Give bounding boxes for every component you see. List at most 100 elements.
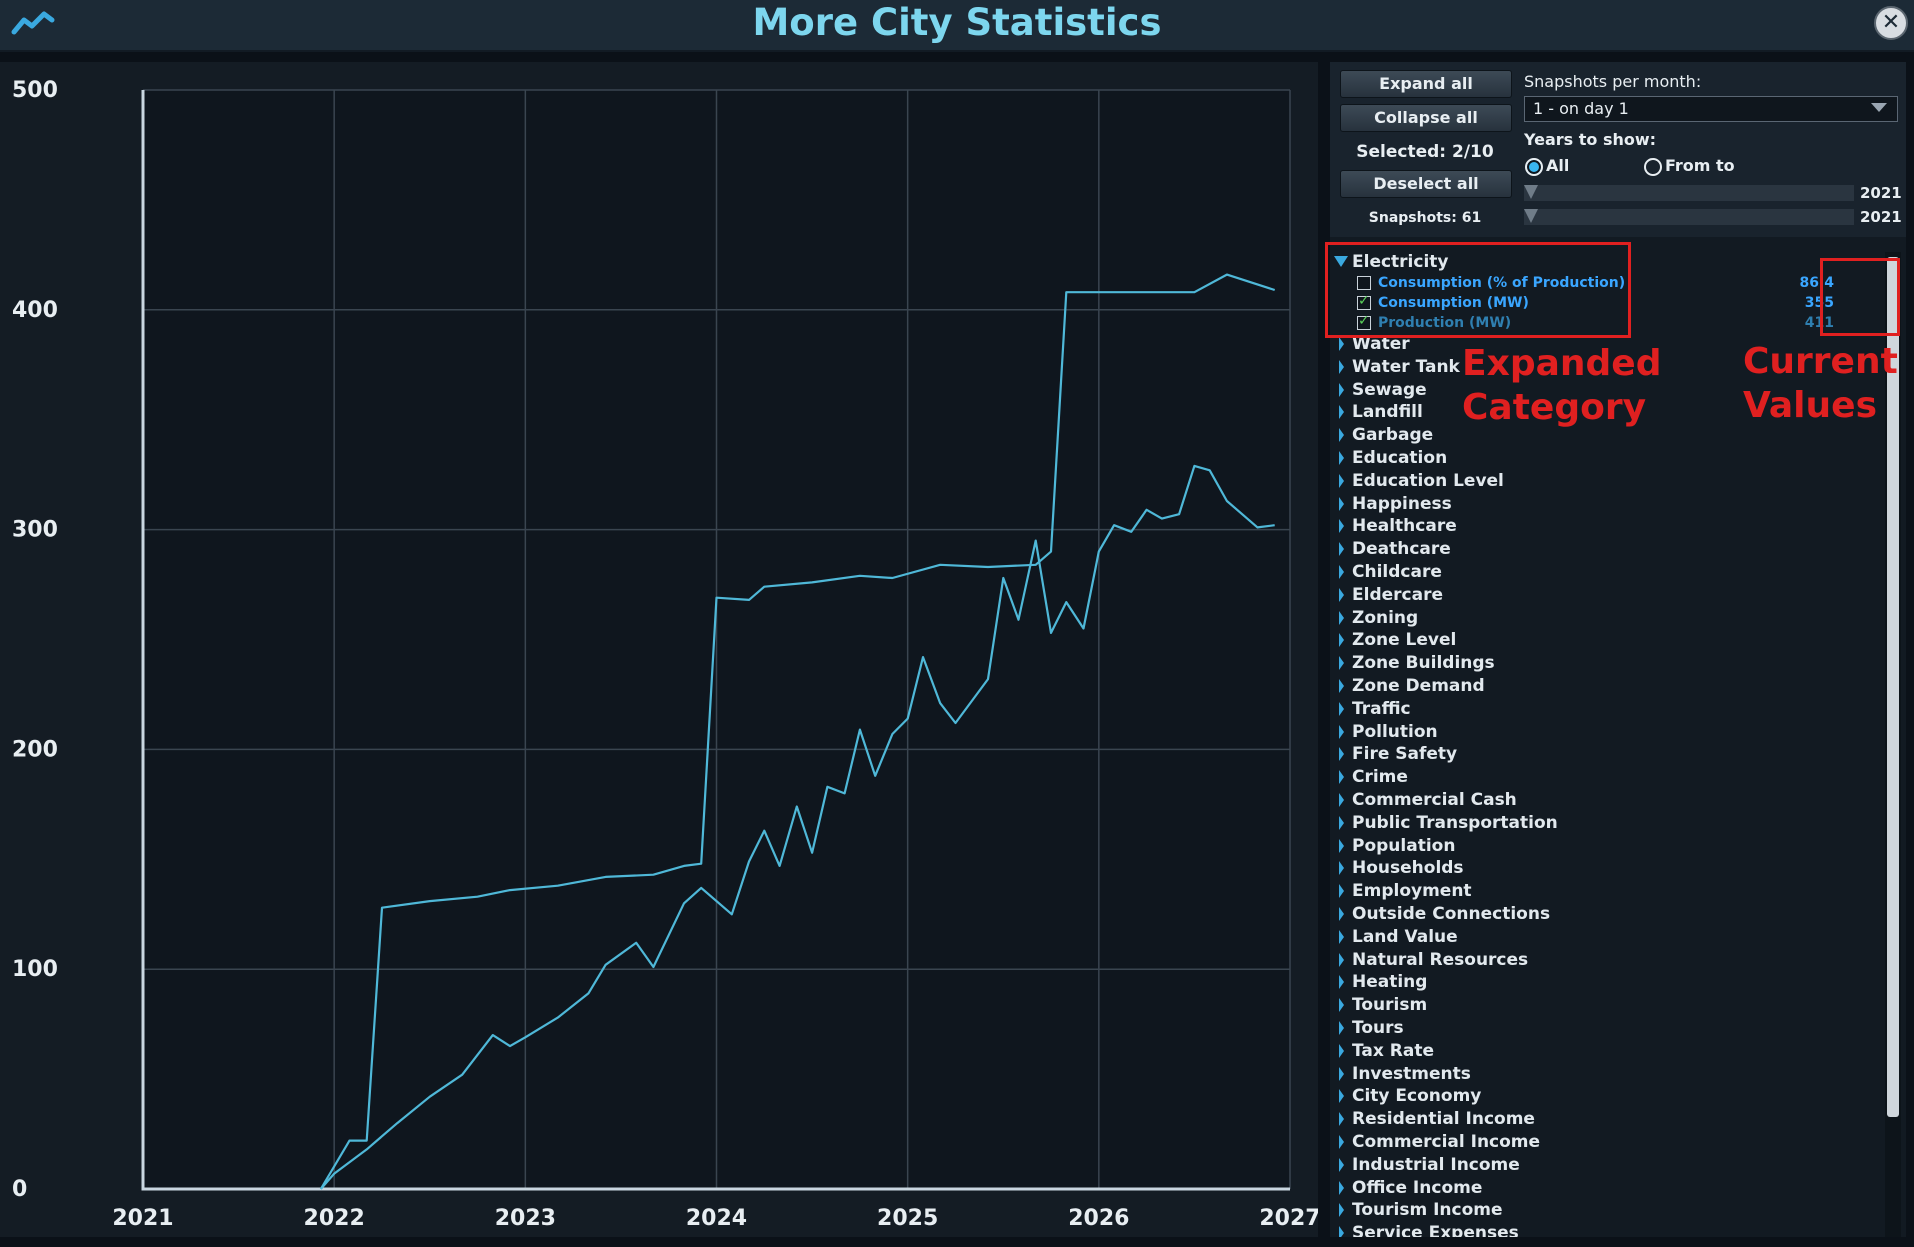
snapshots-per-month-label: Snapshots per month: (1524, 72, 1702, 91)
subitem-label[interactable]: Consumption (% of Production) (1378, 275, 1626, 291)
category-tourism-income[interactable]: Tourism Income (1339, 1200, 1503, 1220)
category-natural-resources[interactable]: Natural Resources (1339, 950, 1528, 970)
selected-count: Selected: 2/10 (1356, 142, 1494, 162)
category-label: Industrial Income (1352, 1155, 1520, 1175)
category-label: Service Expenses (1352, 1223, 1519, 1237)
category-water-tank[interactable]: Water Tank (1339, 357, 1460, 377)
category-water[interactable]: Water (1339, 334, 1410, 354)
category-zone-level[interactable]: Zone Level (1339, 630, 1456, 650)
category-commercial-income[interactable]: Commercial Income (1339, 1132, 1541, 1152)
year-from-slider[interactable] (1524, 185, 1854, 201)
category-industrial-income[interactable]: Industrial Income (1339, 1155, 1520, 1175)
category-tax-rate[interactable]: Tax Rate (1339, 1041, 1434, 1061)
category-zoning[interactable]: Zoning (1339, 608, 1418, 628)
year-from-value: 2021 (1860, 184, 1902, 202)
chevron-right-icon (1339, 1135, 1344, 1149)
category-population[interactable]: Population (1339, 836, 1455, 856)
category-happiness[interactable]: Happiness (1339, 494, 1452, 514)
category-label: Commercial Income (1352, 1132, 1541, 1152)
category-label: Commercial Cash (1352, 790, 1517, 810)
category-employment[interactable]: Employment (1339, 881, 1472, 901)
collapse-all-button[interactable]: Collapse all (1340, 104, 1512, 132)
category-label: Fire Safety (1352, 744, 1458, 764)
category-office-income[interactable]: Office Income (1339, 1178, 1482, 1198)
radio-all[interactable] (1525, 158, 1543, 176)
deselect-all-button[interactable]: Deselect all (1340, 170, 1512, 198)
category-city-economy[interactable]: City Economy (1339, 1086, 1482, 1106)
chevron-right-icon (1339, 930, 1344, 944)
x-tick-label: 2023 (495, 1206, 556, 1231)
checkbox-1[interactable] (1357, 293, 1371, 310)
chevron-right-icon (1339, 1089, 1344, 1103)
category-healthcare[interactable]: Healthcare (1339, 516, 1457, 536)
slider-handle[interactable] (1524, 185, 1538, 199)
chevron-right-icon (1339, 588, 1344, 602)
chevron-right-icon (1339, 816, 1344, 830)
category-investments[interactable]: Investments (1339, 1064, 1471, 1084)
category-heating[interactable]: Heating (1339, 972, 1427, 992)
category-label: Outside Connections (1352, 904, 1551, 924)
category-electricity[interactable]: Electricity (1334, 252, 1449, 272)
title-bar: More City Statistics ✕ (0, 0, 1914, 52)
expanded-arrow-icon (1334, 256, 1348, 267)
category-label: Crime (1352, 767, 1408, 787)
checkbox-0[interactable] (1357, 276, 1371, 290)
checkbox-2[interactable] (1357, 313, 1371, 330)
scrollbar-thumb[interactable] (1887, 257, 1899, 1117)
chevron-right-icon (1339, 405, 1344, 419)
category-label: Zone Demand (1352, 676, 1485, 696)
expand-all-button[interactable]: Expand all (1340, 70, 1512, 98)
category-label: Water Tank (1352, 357, 1460, 377)
category-sewage[interactable]: Sewage (1339, 380, 1427, 400)
category-tree: Electricity Consumption (% of Production… (1330, 248, 1890, 1237)
category-childcare[interactable]: Childcare (1339, 562, 1442, 582)
category-label: City Economy (1352, 1086, 1482, 1106)
category-deathcare[interactable]: Deathcare (1339, 539, 1451, 559)
category-commercial-cash[interactable]: Commercial Cash (1339, 790, 1517, 810)
subitem-label[interactable]: Consumption (MW) (1378, 295, 1529, 311)
category-label: Education Level (1352, 471, 1504, 491)
category-public-transportation[interactable]: Public Transportation (1339, 813, 1558, 833)
x-tick-label: 2024 (686, 1206, 747, 1231)
category-label: Residential Income (1352, 1109, 1535, 1129)
category-zone-demand[interactable]: Zone Demand (1339, 676, 1485, 696)
subitem-value: 86.4 (1799, 275, 1834, 291)
category-eldercare[interactable]: Eldercare (1339, 585, 1443, 605)
category-service-expenses[interactable]: Service Expenses (1339, 1223, 1519, 1237)
chevron-right-icon (1339, 565, 1344, 579)
snapshots-per-month-select[interactable]: 1 - on day 1 (1524, 96, 1898, 122)
category-traffic[interactable]: Traffic (1339, 699, 1411, 719)
chevron-right-icon (1339, 611, 1344, 625)
category-tourism[interactable]: Tourism (1339, 995, 1427, 1015)
category-label: Investments (1352, 1064, 1471, 1084)
category-households[interactable]: Households (1339, 858, 1464, 878)
annotation-box-expanded (1325, 242, 1631, 338)
category-residential-income[interactable]: Residential Income (1339, 1109, 1535, 1129)
category-pollution[interactable]: Pollution (1339, 722, 1438, 742)
chevron-down-icon (1871, 103, 1887, 112)
chevron-right-icon (1339, 702, 1344, 716)
slider-handle[interactable] (1524, 209, 1538, 223)
year-to-slider[interactable] (1524, 209, 1854, 225)
category-label: Electricity (1352, 252, 1449, 272)
category-zone-buildings[interactable]: Zone Buildings (1339, 653, 1495, 673)
radio-from-to[interactable] (1644, 158, 1662, 176)
category-education-level[interactable]: Education Level (1339, 471, 1504, 491)
category-label: Education (1352, 448, 1448, 468)
category-label: Zone Buildings (1352, 653, 1495, 673)
category-outside-connections[interactable]: Outside Connections (1339, 904, 1551, 924)
x-tick-label: 2026 (1068, 1206, 1129, 1231)
category-tours[interactable]: Tours (1339, 1018, 1404, 1038)
category-fire-safety[interactable]: Fire Safety (1339, 744, 1458, 764)
category-landfill[interactable]: Landfill (1339, 402, 1423, 422)
annotation-current-values: Current Values (1743, 341, 1898, 426)
category-education[interactable]: Education (1339, 448, 1448, 468)
subitem-label[interactable]: Production (MW) (1378, 315, 1512, 331)
category-garbage[interactable]: Garbage (1339, 425, 1433, 445)
x-tick-label: 2025 (877, 1206, 938, 1231)
close-icon[interactable]: ✕ (1874, 6, 1908, 40)
category-label: Pollution (1352, 722, 1438, 742)
chevron-right-icon (1339, 428, 1344, 442)
category-land-value[interactable]: Land Value (1339, 927, 1458, 947)
category-crime[interactable]: Crime (1339, 767, 1408, 787)
